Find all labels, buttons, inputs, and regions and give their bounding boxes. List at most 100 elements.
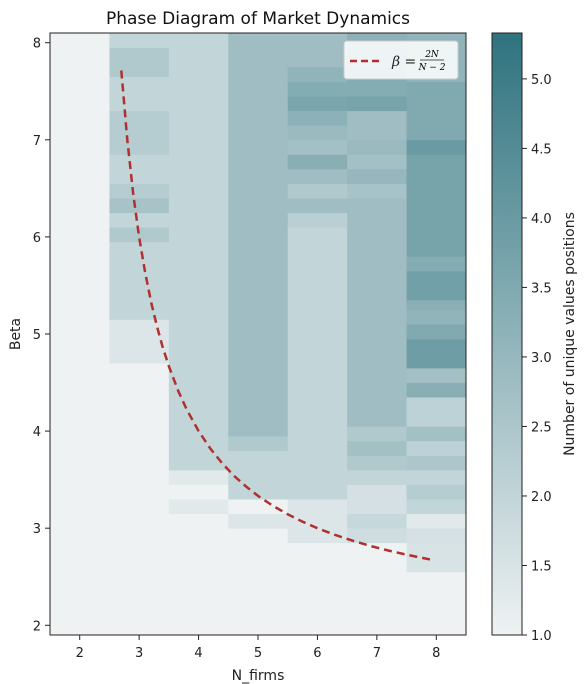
heatmap-cell	[287, 96, 348, 112]
heatmap-cell	[287, 198, 348, 214]
x-axis-ticks: 2 3 4 5 6 7 8	[76, 635, 440, 661]
heatmap-cell	[228, 499, 289, 515]
heatmap-cell	[406, 338, 467, 369]
heatmap-cell	[168, 469, 229, 485]
heatmap-cell	[287, 66, 348, 82]
heatmap-cell	[228, 513, 289, 529]
legend-label: β =	[391, 54, 416, 70]
x-tick-label: 3	[135, 646, 143, 661]
heatmap-cell	[287, 542, 348, 636]
heatmap-cell	[287, 125, 348, 141]
heatmap-cell	[406, 426, 467, 442]
heatmap-cell	[287, 110, 348, 126]
colorbar-tick-label: 2.0	[531, 490, 552, 505]
heatmap-cell	[168, 513, 229, 636]
heatmap-cell	[109, 76, 170, 112]
legend-box	[343, 40, 459, 80]
y-tick-label: 6	[33, 231, 41, 246]
heatmap-cell	[287, 139, 348, 155]
y-tick-label: 7	[33, 134, 41, 149]
heatmap-cell	[347, 484, 407, 515]
heatmap-cell	[109, 212, 170, 228]
heatmap-cell	[168, 33, 229, 471]
heatmap-cell	[168, 484, 229, 500]
heatmap-cell	[347, 455, 407, 471]
heatmap-cell	[109, 198, 170, 214]
y-tick-label: 4	[33, 425, 41, 440]
heatmap-cells	[50, 33, 467, 636]
colorbar	[491, 32, 523, 636]
heatmap-cell	[109, 33, 170, 48]
heatmap-cell	[406, 571, 467, 636]
heatmap-cell	[406, 324, 467, 340]
heatmap-cell	[347, 183, 407, 199]
heatmap-cell	[50, 33, 110, 636]
heatmap-cell	[347, 198, 407, 427]
colorbar-tick-label: 5.0	[531, 73, 552, 88]
heatmap-cell	[406, 256, 467, 272]
heatmap-cell	[406, 154, 467, 257]
colorbar-tick-label: 4.5	[531, 142, 552, 157]
heatmap-cell	[406, 469, 467, 485]
heatmap-cell	[406, 367, 467, 383]
heatmap-cell	[287, 212, 348, 228]
legend-fraction-denominator: N − 2	[418, 63, 446, 73]
heatmap-cell	[347, 542, 407, 636]
heatmap-cell	[287, 33, 348, 68]
x-tick-label: 6	[313, 646, 321, 661]
heatmap-cell	[406, 300, 467, 311]
x-tick-label: 4	[194, 646, 202, 661]
x-axis-label: N_firms	[232, 668, 285, 684]
y-tick-label: 3	[33, 522, 41, 537]
x-tick-label: 2	[76, 646, 84, 661]
y-axis-label: Beta	[8, 318, 24, 350]
colorbar-tick-label: 3.5	[531, 281, 552, 296]
overlay-curve-line	[120, 70, 431, 561]
y-tick-label: 2	[33, 619, 41, 634]
heatmap-cell	[287, 227, 348, 500]
heatmap-cell	[406, 455, 467, 471]
y-tick-label: 8	[33, 37, 41, 52]
heatmap-cell	[109, 241, 170, 320]
heatmap-cell	[406, 270, 467, 301]
heatmap-cell	[287, 183, 348, 199]
heatmap-cell	[406, 513, 467, 529]
heatmap-cell	[406, 397, 467, 427]
heatmap-cell	[228, 33, 289, 437]
heatmap-cell	[406, 382, 467, 398]
heatmap-cell	[109, 47, 170, 78]
heatmap-cell	[109, 227, 170, 243]
colorbar-tick-label: 1.5	[531, 559, 552, 574]
y-axis-ticks: 2 3 4 5 6 7 8	[33, 37, 50, 634]
x-tick-label: 8	[432, 646, 440, 661]
colorbar-tick-label: 1.0	[531, 629, 552, 644]
legend-fraction-numerator: 2N	[424, 50, 440, 60]
phase-boundary-curve	[120, 70, 431, 561]
heatmap-cell	[168, 499, 229, 515]
heatmap-cell	[406, 499, 467, 515]
heatmap-cell	[347, 513, 407, 529]
heatmap-cell	[347, 469, 407, 485]
heatmap-cell	[347, 528, 407, 544]
heatmap-cell	[109, 363, 170, 636]
heatmap-cell	[406, 440, 467, 456]
chart-title: Phase Diagram of Market Dynamics	[106, 9, 410, 29]
heatmap-cell	[109, 319, 170, 364]
heatmap-cell	[109, 154, 170, 184]
heatmap-cell	[406, 309, 467, 325]
colorbar-ticks: 1.0 1.5 2.0 2.5 3.0 3.5 4.0 4.5 5.0	[522, 73, 552, 644]
heatmap-cell	[406, 139, 467, 155]
heatmap-cell	[406, 484, 467, 500]
x-tick-label: 5	[254, 646, 262, 661]
heatmap-cell	[347, 426, 407, 442]
heatmap-cell	[109, 110, 170, 155]
heatmap-cell	[347, 139, 407, 155]
heatmap-cell	[109, 183, 170, 199]
heatmap-cell	[347, 96, 407, 112]
y-tick-label: 5	[33, 328, 41, 343]
heatmap-cell	[228, 435, 289, 451]
colorbar-tick-label: 4.0	[531, 212, 552, 227]
heatmap-cell	[287, 168, 348, 184]
heatmap-cell	[228, 450, 289, 500]
